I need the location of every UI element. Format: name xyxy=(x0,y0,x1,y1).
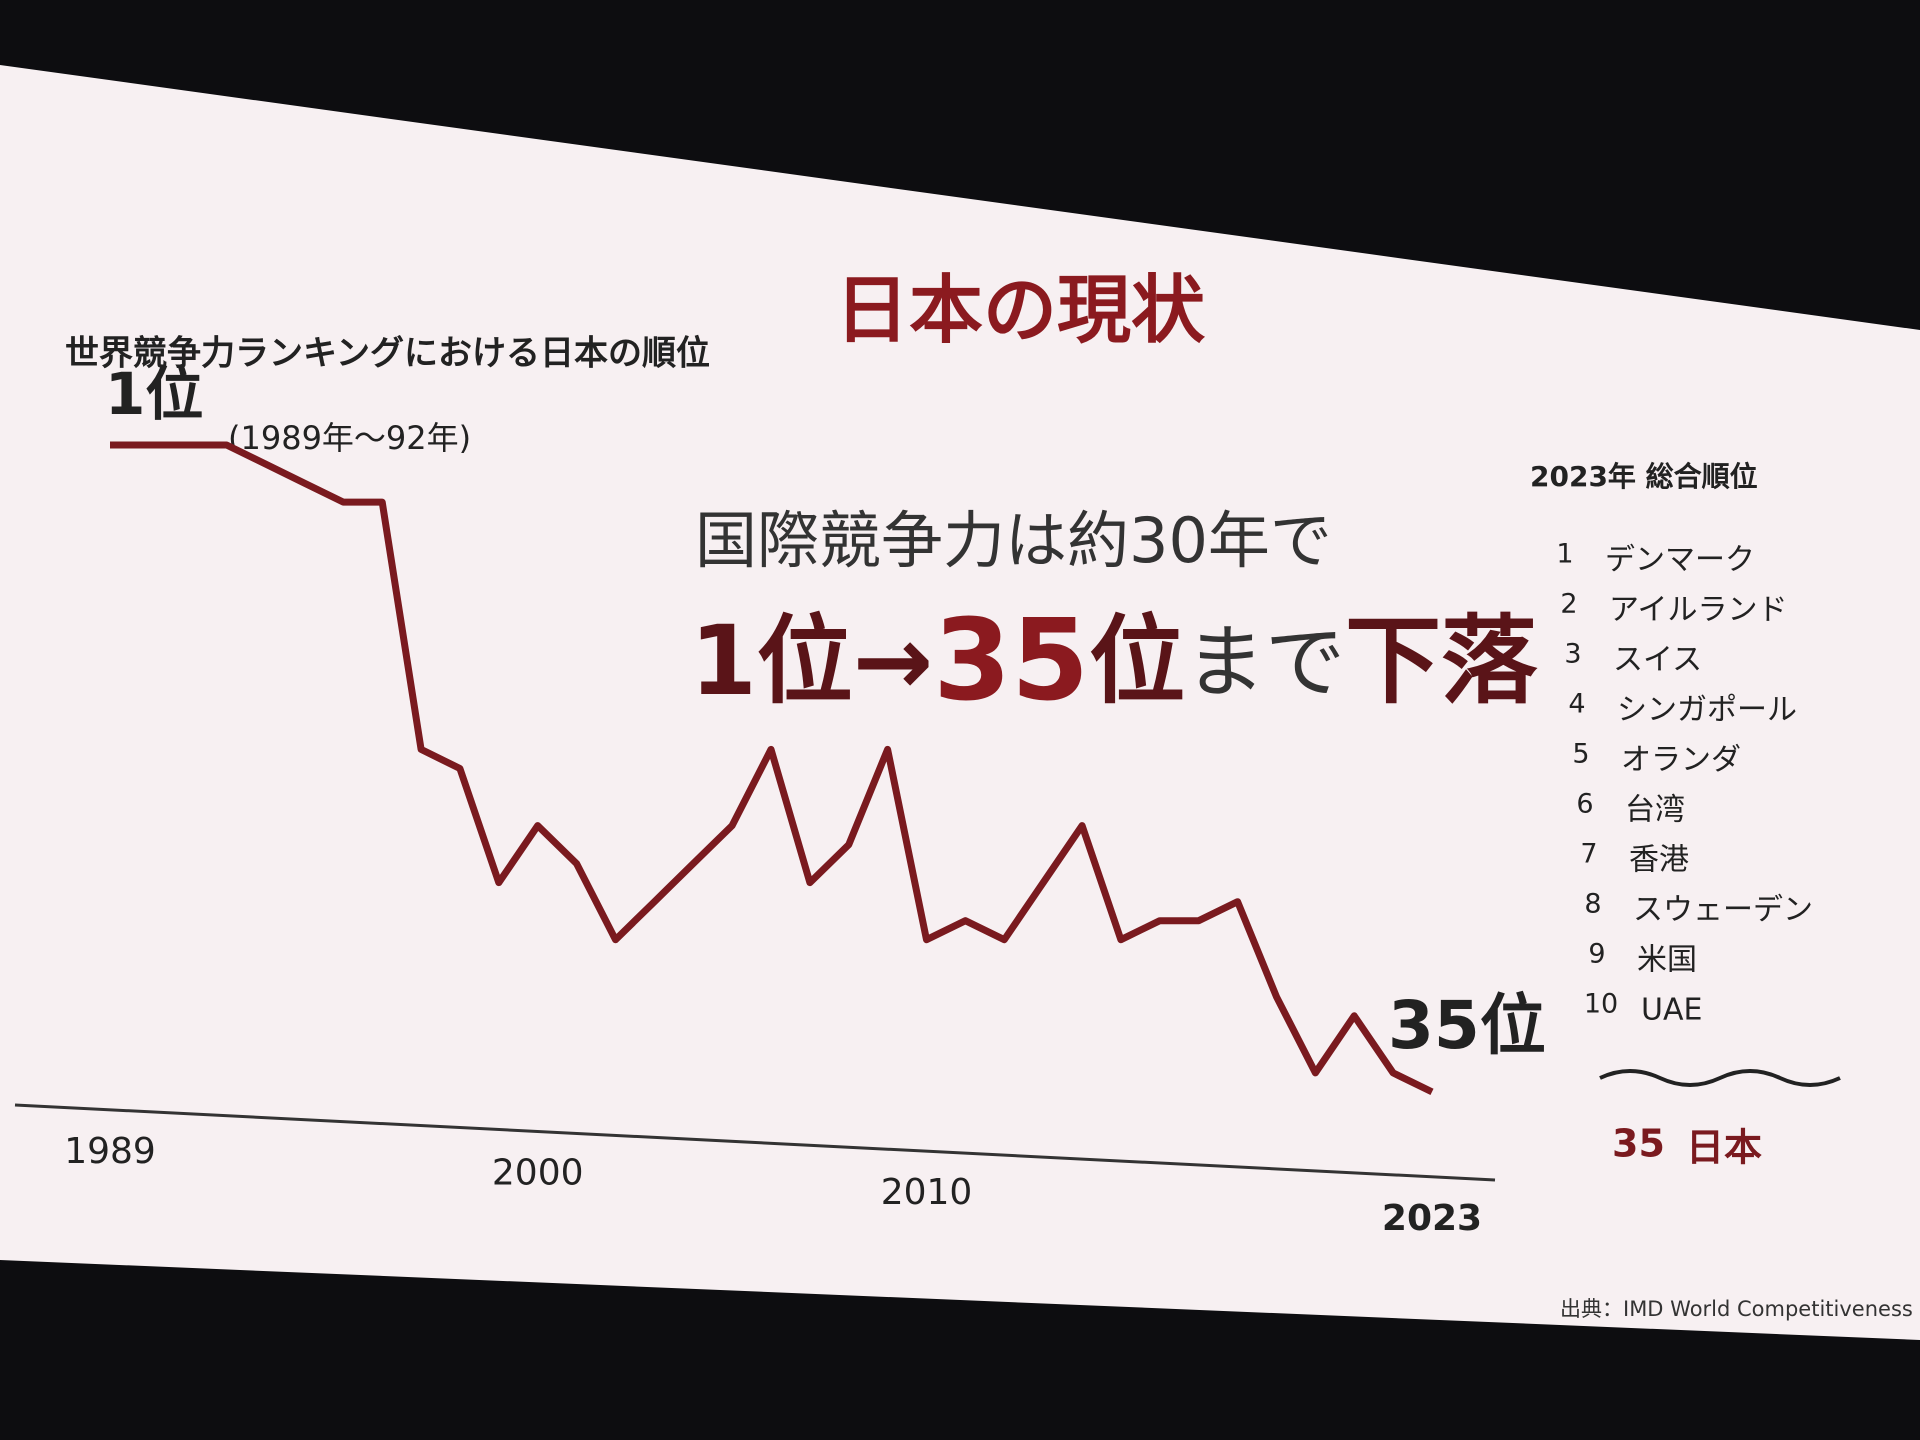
start-label: 1位 xyxy=(105,360,203,428)
rank-number: 3 xyxy=(1564,639,1581,670)
x-tick-label: 2023 xyxy=(1382,1198,1482,1239)
rank-number: 4 xyxy=(1568,689,1585,720)
japan-rank: 35 xyxy=(1612,1122,1665,1166)
rank-number: 7 xyxy=(1580,839,1597,870)
slide xyxy=(0,65,1920,1340)
headline-part: 1位→ xyxy=(690,605,933,717)
headline-main: 1位→35位まで下落 xyxy=(690,596,1538,726)
headline: 国際競争力は約30年で xyxy=(695,504,1332,577)
start-note: (1989年～92年) xyxy=(228,419,471,457)
source: 出典：IMD World Competitiveness Ra xyxy=(1560,1297,1920,1321)
rank-country: UAE xyxy=(1641,993,1702,1028)
rank-country: デンマーク xyxy=(1605,543,1755,578)
x-axis xyxy=(14,1103,1496,1182)
rank-country: 米国 xyxy=(1637,943,1697,978)
rank-number: 9 xyxy=(1588,939,1605,970)
x-tick-label: 2000 xyxy=(492,1152,584,1193)
headline-part: 位 xyxy=(1089,605,1185,717)
rank-number: 1 xyxy=(1556,539,1573,570)
japan-name: 日本 xyxy=(1686,1126,1762,1170)
x-tick-label: 1989 xyxy=(64,1131,156,1172)
rank-country: 台湾 xyxy=(1625,793,1685,828)
rank-country: スウェーデン xyxy=(1633,893,1813,928)
x-tick-label: 2010 xyxy=(881,1172,973,1213)
rank-number: 2 xyxy=(1560,589,1577,620)
headline-part: 35 xyxy=(933,596,1089,726)
rank-country: オランダ xyxy=(1621,743,1741,778)
chart-title: 世界競争力ランキングにおける日本の順位 xyxy=(65,334,710,374)
rank-number: 5 xyxy=(1572,739,1589,770)
rank-country: スイス xyxy=(1613,643,1702,678)
wavy-separator xyxy=(1599,1069,1841,1087)
rank-number: 8 xyxy=(1584,889,1601,920)
rank-country: シンガポール xyxy=(1617,693,1797,728)
rank-number: 10 xyxy=(1584,989,1618,1020)
slide-title: 日本の現状 xyxy=(835,268,1206,354)
headline-part: 下落 xyxy=(1345,605,1538,717)
end-label: 35位 xyxy=(1388,987,1546,1064)
ranking-title: 2023年 総合順位 xyxy=(1530,460,1758,493)
headline-part: まで xyxy=(1185,616,1345,709)
rank-country: 香港 xyxy=(1629,843,1689,878)
ranking-line xyxy=(110,441,1434,1096)
rank-country: アイルランド xyxy=(1609,593,1788,628)
rank-number: 6 xyxy=(1576,789,1593,820)
